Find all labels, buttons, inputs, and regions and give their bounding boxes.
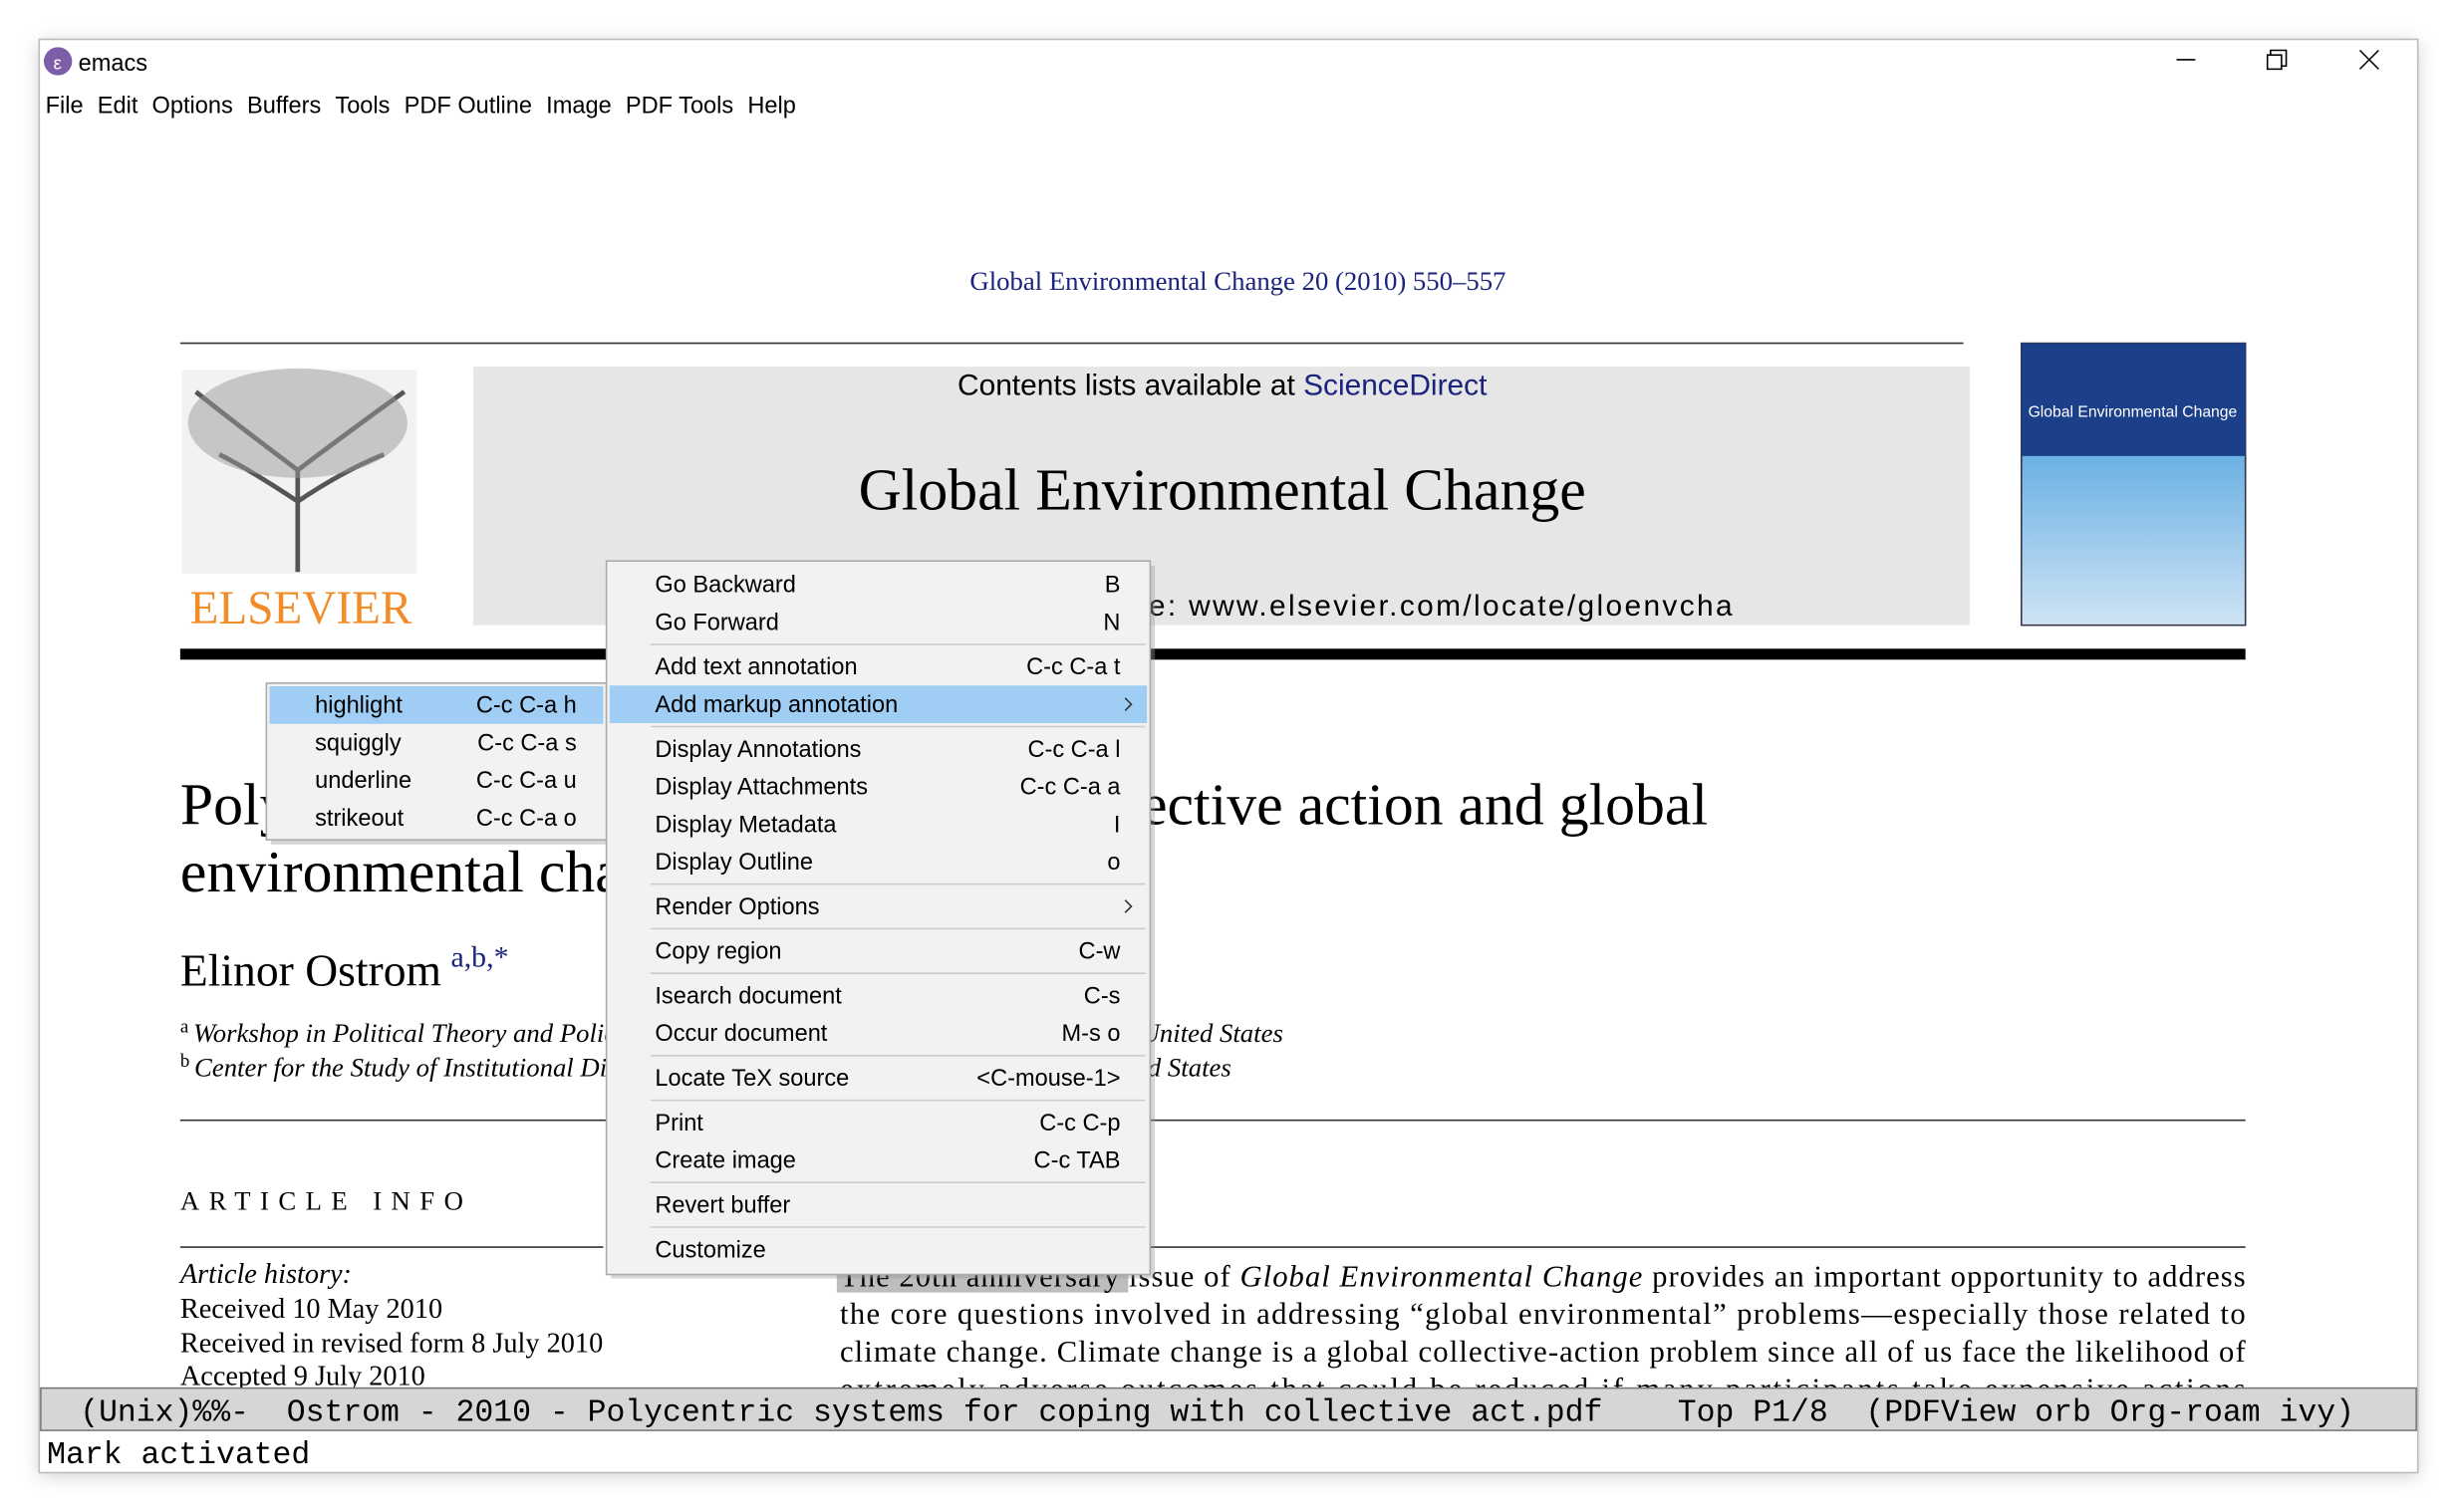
menubar: File Edit Options Buffers Tools PDF Outline Im… [46, 92, 796, 118]
submenu-item-shortcut: C-c C-a h [476, 692, 577, 718]
menu-item[interactable]: PDF Outline [405, 92, 532, 118]
menu-item-label[interactable]: Print [655, 1110, 703, 1135]
pdf-view: Global Environmental Change 20 (2010) 55… [178, 266, 2247, 1406]
contents-line: Contents lists available at ScienceDirec… [957, 369, 1488, 401]
submenu-arrow [1124, 697, 1133, 711]
author-name: Elinor Ostrom [180, 944, 441, 995]
menu-item-shortcut: B [1105, 572, 1121, 598]
submenu-item-shortcut: C-c C-a u [476, 767, 577, 793]
submenu-arrow [1124, 899, 1133, 913]
menu-item-shortcut: C-c C-a t [1026, 653, 1121, 679]
abstract-text: Global Environmental Change [1239, 1259, 1642, 1293]
sciencedirect-link[interactable]: ScienceDirect [1303, 369, 1488, 401]
abstract-line: climate change. Climate change is a glob… [840, 1335, 2246, 1369]
menu-item-shortcut: I [1114, 811, 1121, 837]
restore-button[interactable] [2266, 49, 2288, 71]
affiliation-mark: a [180, 1017, 189, 1038]
menu-item-label[interactable]: Copy region [655, 938, 781, 964]
menu-item-label[interactable]: Locate TeX source [655, 1065, 849, 1091]
menu-item-label[interactable]: Display Outline [655, 849, 813, 875]
menu-item-shortcut: o [1107, 849, 1120, 875]
submenu-item-shortcut: C-c C-a s [477, 729, 577, 755]
menu-item-shortcut: C-c C-p [1039, 1110, 1120, 1135]
history-item: Received in revised form 8 July 2010 [180, 1328, 603, 1359]
cover-title: Global Environmental Change [2029, 404, 2238, 421]
journal-name: Global Environmental Change [859, 456, 1586, 522]
abstract-line: extremely adverse outcomes that could be… [840, 1373, 2246, 1406]
submenu-item-label[interactable]: strikeout [315, 805, 405, 831]
menu-item-label[interactable]: Add text annotation [655, 653, 857, 679]
menu-item-label[interactable]: Go Backward [655, 572, 796, 598]
menu-item[interactable]: Tools [335, 92, 390, 118]
app-icon [44, 47, 73, 76]
submenu-item-shortcut: C-c C-a o [476, 805, 577, 831]
thick-rule [179, 648, 2246, 660]
history-item: Accepted 9 July 2010 [180, 1361, 425, 1391]
menu-item[interactable]: PDF Tools [626, 92, 733, 118]
menu-item[interactable]: Help [747, 92, 795, 118]
menu-item-shortcut: C-c C-a a [1020, 774, 1122, 800]
submenu-item-label[interactable]: underline [315, 767, 411, 793]
menu-item[interactable]: Edit [98, 92, 138, 118]
submenu-item-label[interactable]: highlight [315, 692, 403, 718]
menu-item[interactable]: File [46, 92, 84, 118]
abstract: the core questions involved in addressin… [840, 1297, 2246, 1406]
mode-line-text: (Unix)%%- Ostrom - 2010 - Polycentric sy… [80, 1396, 2354, 1431]
echo-area: Mark activated [47, 1438, 310, 1473]
author-marks: a,b,* [450, 941, 508, 974]
author: Elinor Ostrom a,b,* [180, 941, 509, 996]
menu-item-label[interactable]: Add markup annotation [655, 691, 898, 717]
menu-item-label[interactable]: Display Attachments [655, 774, 868, 800]
history-heading: Article history: [178, 1259, 352, 1290]
menu-item[interactable]: Image [546, 92, 612, 118]
menu-background [605, 560, 1152, 1276]
menu-item[interactable]: Buffers [247, 92, 321, 118]
menu-item-shortcut: C-w [1079, 938, 1122, 964]
app-icon-glyph: ε [53, 52, 62, 73]
menu-item-shortcut: C-c C-a l [1027, 736, 1120, 762]
window-title: emacs [79, 50, 147, 76]
menu-item-label[interactable]: Render Options [655, 893, 819, 919]
menu-item-shortcut: M-s o [1062, 1020, 1121, 1046]
menu-highlight [609, 685, 1148, 723]
abstract-line: the core questions involved in addressin… [840, 1297, 2246, 1331]
menu-item-label[interactable]: Occur document [655, 1020, 827, 1046]
menu-item-label[interactable]: Display Metadata [655, 811, 837, 837]
close-button[interactable] [2358, 49, 2379, 70]
history-item: Received 10 May 2010 [180, 1294, 442, 1325]
menu-highlight [269, 686, 604, 724]
abstract-text: provides an important opportunity to add… [1652, 1259, 2246, 1293]
menu-item-label[interactable]: Create image [655, 1147, 796, 1173]
menu-item-shortcut: <C-mouse-1> [976, 1065, 1120, 1091]
menu-item-label[interactable]: Isearch document [655, 982, 842, 1008]
menu-item-label[interactable]: Customize [655, 1236, 765, 1262]
affiliation-mark: b [180, 1051, 189, 1072]
menu-item-shortcut: N [1103, 609, 1120, 634]
menu-item-shortcut: C-s [1084, 982, 1121, 1008]
context-menu: Go Backward B Go Forward N Add text annotati… [605, 560, 1156, 1279]
mode-line [40, 1386, 2417, 1431]
journal-ref: Global Environmental Change 20 (2010) 55… [969, 266, 1505, 296]
article-info-heading: ARTICLE INFO [180, 1185, 472, 1215]
menu-item-label[interactable]: Go Forward [655, 609, 778, 634]
contents-prefix: Contents lists available at [957, 369, 1295, 401]
submenu-item-label[interactable]: squiggly [315, 729, 402, 755]
menu-item[interactable]: Options [152, 92, 233, 118]
menu-item-shortcut: C-c TAB [1034, 1147, 1121, 1173]
publisher-logo: ELSEVIER [190, 583, 412, 634]
menu-item-label[interactable]: Revert buffer [655, 1191, 790, 1217]
menu-item-label[interactable]: Display Annotations [655, 736, 861, 762]
submenu: highlight C-c C-a h squiggly C-c C-a s under… [265, 682, 612, 845]
elsevier-tree [181, 368, 417, 574]
cover-band [2021, 343, 2246, 456]
